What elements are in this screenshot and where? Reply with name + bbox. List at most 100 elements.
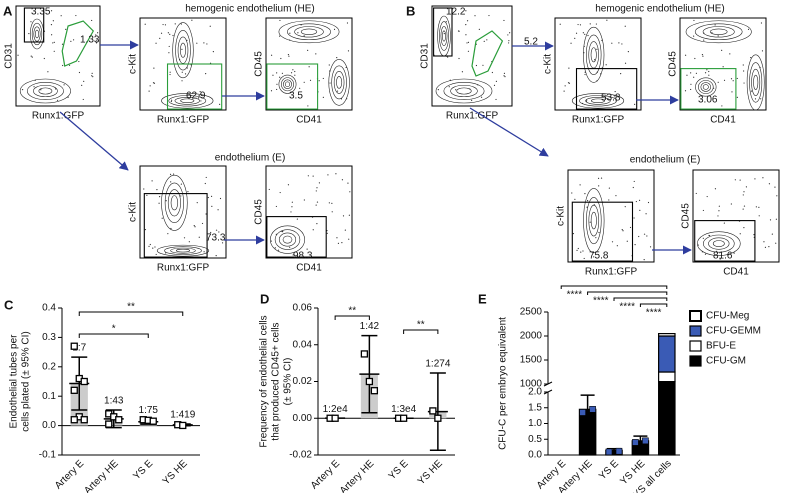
axis-label: Runx1:GFP [585, 267, 638, 278]
event-dot [584, 73, 586, 76]
event-dot [97, 32, 99, 34]
event-dot [328, 202, 330, 204]
event-dot [215, 229, 218, 231]
gate-value: 62.9 [186, 91, 206, 102]
event-dot [287, 53, 290, 56]
event-dot [483, 40, 485, 42]
event-dot [564, 85, 566, 87]
contour [586, 197, 602, 245]
data-point [179, 421, 187, 430]
event-dot [158, 202, 160, 204]
event-dot [308, 66, 310, 68]
y-tick-label: 0.02 [293, 376, 313, 387]
event-dot [75, 14, 77, 17]
event-dot [275, 205, 278, 208]
gate [166, 63, 223, 110]
event-dot [169, 173, 172, 175]
event-dot [43, 57, 45, 60]
event-dot [279, 76, 281, 78]
event-dot [296, 218, 298, 220]
significance-bracket [334, 315, 370, 320]
event-dot [437, 89, 439, 91]
event-dot [643, 259, 645, 261]
event-dot [465, 24, 467, 26]
data-point [605, 448, 613, 456]
contour [583, 188, 605, 254]
event-dot [312, 175, 314, 177]
event-dot [297, 32, 299, 34]
significance-label: **** [567, 290, 583, 301]
event-dot [572, 232, 575, 235]
event-dot [205, 213, 207, 215]
axis-label: Runx1:GFP [157, 263, 210, 274]
contour [336, 76, 343, 89]
significance-bracket [78, 333, 149, 338]
y-tick-label: 2500 [520, 307, 543, 318]
event-dot [571, 192, 573, 194]
axis-label: CD45 [681, 203, 692, 229]
event-dot [717, 35, 719, 37]
event-dot [706, 69, 708, 71]
event-dot [290, 211, 292, 213]
contour [287, 23, 331, 41]
event-dot [606, 19, 608, 21]
event-dot [272, 74, 274, 76]
event-dot [693, 35, 695, 37]
event-dot [91, 19, 93, 22]
event-dot [509, 32, 511, 34]
event-dot [303, 199, 305, 201]
event-dot [221, 242, 224, 244]
contour [685, 20, 752, 44]
contour [34, 29, 40, 39]
event-dot [711, 32, 713, 34]
event-dot [348, 238, 350, 240]
event-dot [708, 74, 710, 76]
significance-bracket [639, 303, 668, 307]
contour [156, 244, 210, 257]
event-dot [568, 82, 571, 84]
axis-label: CD31 [4, 43, 15, 69]
event-dot [203, 251, 205, 253]
contour [695, 77, 717, 97]
event-dot [146, 194, 148, 196]
event-dot [693, 76, 695, 78]
event-dot [347, 50, 350, 52]
event-dot [718, 205, 720, 207]
event-dot [215, 255, 217, 257]
y-tick-label: 2000 [520, 331, 543, 342]
bar-segment [578, 408, 597, 456]
value-label: 1:2e4 [323, 404, 348, 415]
event-dot [62, 64, 64, 67]
contour [703, 234, 735, 253]
plot-frame [139, 165, 227, 259]
event-dot [754, 178, 756, 180]
event-dot [714, 188, 717, 190]
event-dot [65, 28, 67, 30]
y-tick-label: 1.5 [528, 402, 542, 413]
event-dot [349, 191, 351, 193]
contour [696, 231, 741, 256]
error-bar [580, 394, 595, 410]
event-dot [148, 90, 150, 92]
event-dot [755, 206, 757, 208]
event-dot [733, 252, 735, 254]
event-dot [730, 203, 732, 205]
gate [266, 63, 319, 110]
event-dot [53, 50, 55, 52]
axis-label: CD41 [710, 115, 736, 126]
event-dot [50, 24, 53, 26]
event-dot [219, 197, 222, 200]
significance-label: * [112, 324, 116, 335]
contour [590, 98, 606, 104]
event-dot [206, 43, 208, 45]
event-dot [158, 196, 161, 198]
event-dot [504, 76, 506, 78]
event-dot [695, 192, 697, 195]
significance-bracket [587, 291, 668, 295]
bar-segment [658, 381, 676, 456]
event-dot [467, 50, 470, 52]
contour [583, 26, 605, 83]
event-dot [503, 75, 505, 77]
event-dot [316, 223, 318, 225]
